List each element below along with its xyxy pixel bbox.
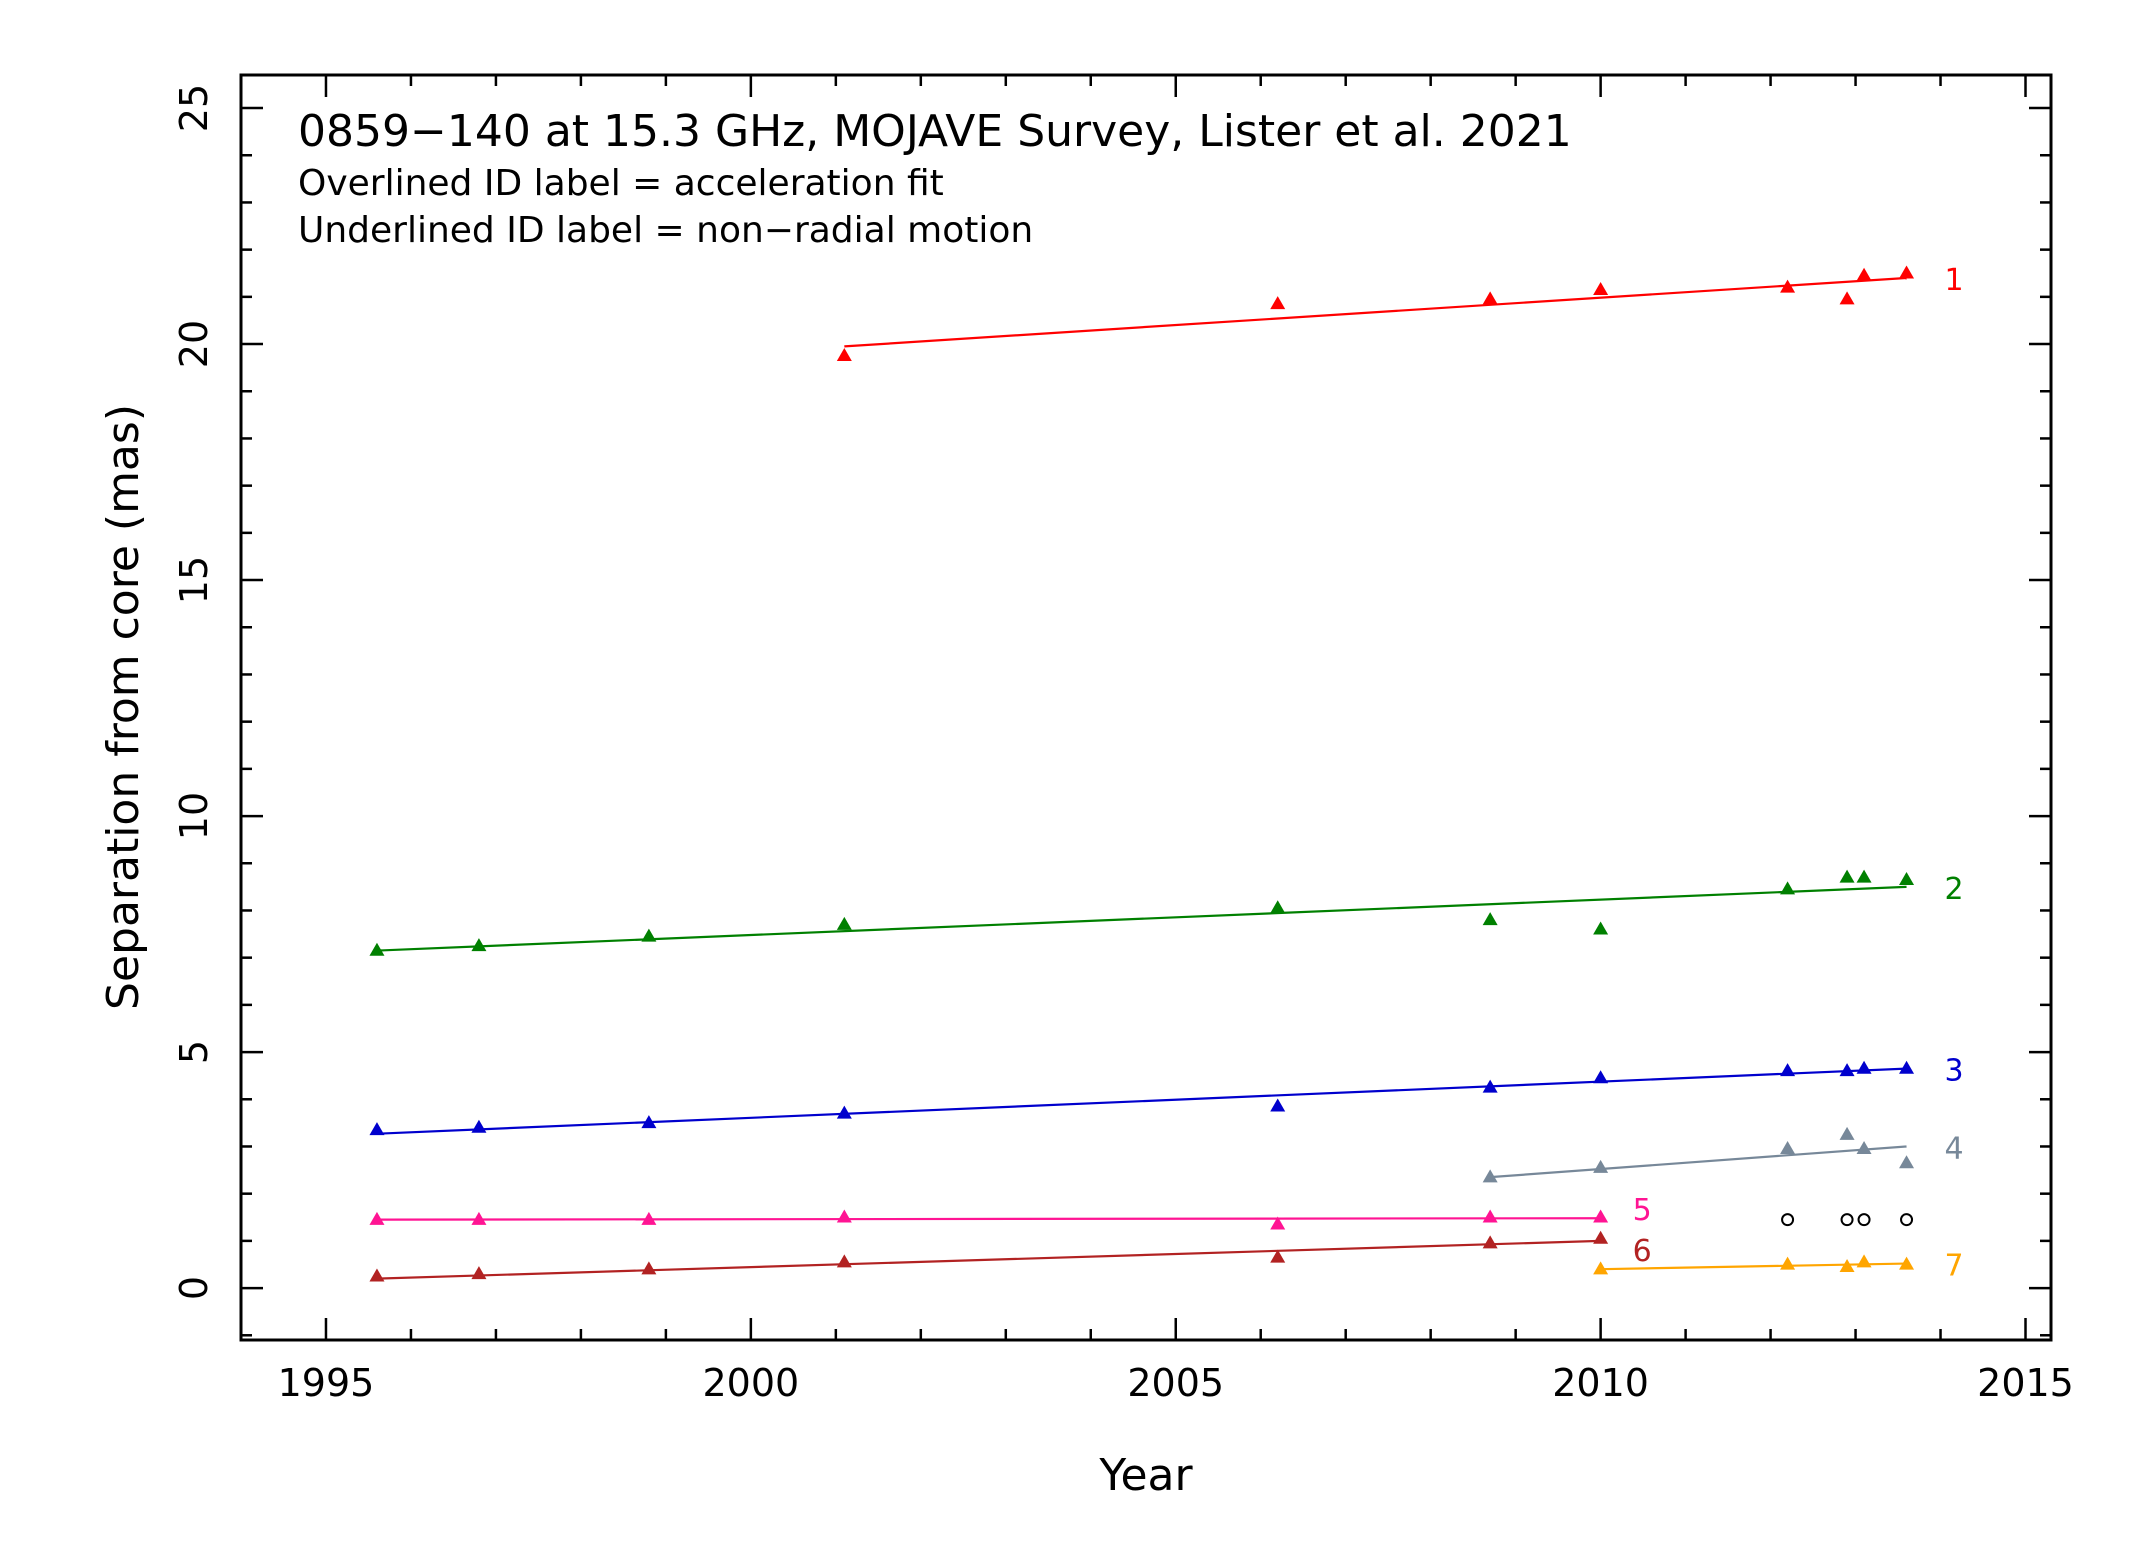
data-point-component-1 [1899,265,1915,279]
data-point-unassigned [1781,1213,1795,1227]
data-point-component-4 [1780,1141,1796,1155]
series-id-label: 2 [1945,872,1964,907]
data-point-component-1 [836,348,852,362]
y-tick-label: 25 [172,84,216,132]
data-point-component-5 [1270,1216,1286,1230]
series-id-label: 5 [1633,1193,1652,1228]
data-point-component-4 [1899,1155,1915,1169]
data-point-component-1 [1482,291,1498,305]
y-tick-label: 20 [172,320,216,368]
data-point-component-2 [1482,912,1498,926]
data-point-component-2 [641,928,657,942]
data-point-component-7 [1780,1256,1796,1270]
data-point-component-6 [471,1266,487,1280]
data-point-component-3 [1593,1070,1609,1084]
data-point-component-4 [1482,1169,1498,1183]
data-point-component-4 [1856,1141,1872,1155]
data-point-component-3 [471,1119,487,1133]
data-point-component-6 [1270,1249,1286,1263]
data-point-component-7 [1839,1259,1855,1273]
data-point-component-5 [369,1211,385,1225]
series-id-label: 7 [1945,1249,1964,1284]
x-tick-label: 2005 [1127,1361,1224,1405]
x-tick-label: 2015 [1977,1361,2074,1405]
y-axis-label: Separation from core (mas) [98,404,149,1010]
data-point-component-3 [1482,1079,1498,1093]
chart-title: 0859−140 at 15.3 GHz, MOJAVE Survey, Lis… [298,106,1572,157]
series-id-label: 6 [1633,1234,1652,1269]
data-point-component-7 [1856,1254,1872,1268]
x-tick-label: 1995 [278,1361,375,1405]
fit-line-5 [376,1217,1601,1221]
data-point-component-4 [1593,1159,1609,1173]
data-point-component-6 [1593,1230,1609,1244]
data-point-component-3 [1839,1063,1855,1077]
data-point-component-2 [369,942,385,956]
data-point-component-6 [1482,1235,1498,1249]
data-point-component-3 [641,1115,657,1129]
y-tick-label: 5 [172,1040,216,1064]
data-point-unassigned [1840,1213,1854,1227]
data-point-component-6 [369,1268,385,1282]
data-point-component-3 [1270,1098,1286,1112]
data-point-component-3 [1856,1060,1872,1074]
data-point-component-2 [1270,900,1286,914]
fit-line-7 [1600,1262,1907,1271]
data-markers [369,265,1915,1282]
data-point-component-2 [1593,921,1609,935]
data-point-component-2 [836,916,852,930]
data-point-component-3 [1780,1063,1796,1077]
data-point-component-6 [641,1261,657,1275]
data-point-component-1 [1593,281,1609,295]
data-point-component-2 [471,938,487,952]
x-axis-label: Year [1098,1450,1193,1501]
data-point-component-5 [641,1211,657,1225]
data-point-component-7 [1593,1261,1609,1275]
data-point-component-1 [1780,279,1796,293]
data-point-component-6 [836,1254,852,1268]
data-point-component-3 [836,1105,852,1119]
data-point-component-1 [1270,296,1286,310]
data-point-component-3 [1899,1060,1915,1074]
fit-line-3 [376,1067,1907,1135]
data-point-unassigned [1857,1213,1871,1227]
data-point-unassigned [1900,1213,1914,1227]
chart-subtitle-1: Overlined ID label = acceleration fit [298,163,944,204]
data-point-component-4 [1839,1126,1855,1140]
data-point-component-1 [1839,291,1855,305]
data-point-component-5 [1482,1209,1498,1223]
fit-line-4 [1490,1145,1907,1179]
chart-subtitle-2: Underlined ID label = non−radial motion [298,210,1033,251]
data-point-component-7 [1899,1256,1915,1270]
fit-line-1 [844,276,1907,348]
data-point-component-3 [369,1122,385,1136]
series-id-label: 1 [1945,263,1964,298]
axis-ticks [241,75,2051,1340]
fit-lines [376,276,1907,1280]
y-tick-label: 0 [172,1276,216,1300]
data-point-component-2 [1856,869,1872,883]
series-id-labels: 1 2 3 4 5 6 7 [1633,263,1964,1284]
y-tick-label: 10 [172,792,216,840]
data-point-component-5 [1593,1209,1609,1223]
data-point-component-2 [1899,871,1915,885]
data-point-component-2 [1839,869,1855,883]
x-tick-label: 2010 [1552,1361,1649,1405]
data-point-component-2 [1780,881,1796,895]
data-point-component-1 [1856,267,1872,281]
data-point-component-5 [836,1209,852,1223]
plot-frame [239,73,2053,1342]
fit-line-6 [376,1239,1601,1280]
fit-line-2 [376,885,1907,952]
y-tick-label: 15 [172,556,216,604]
series-id-label: 4 [1945,1131,1964,1166]
x-tick-label: 2000 [702,1361,799,1405]
series-id-label: 3 [1945,1054,1964,1089]
data-point-component-5 [471,1211,487,1225]
